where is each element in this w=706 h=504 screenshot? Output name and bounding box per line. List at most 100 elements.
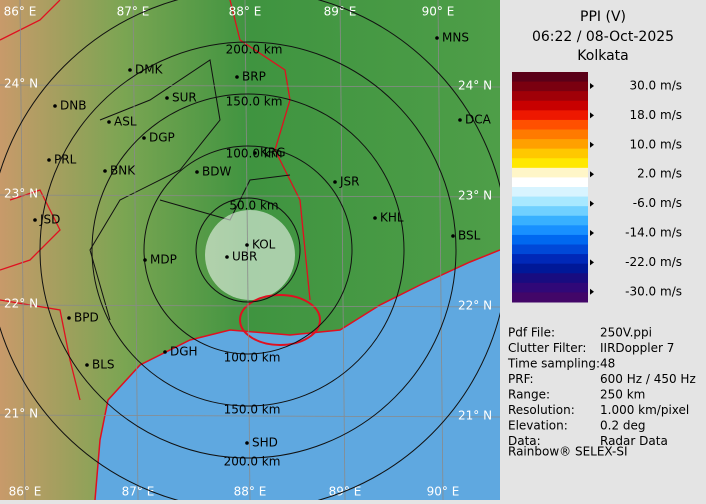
city-dot bbox=[235, 75, 239, 79]
legend-swatch bbox=[512, 215, 588, 226]
info-key: Clutter Filter: bbox=[508, 341, 586, 355]
lat-label: 21° N bbox=[458, 409, 492, 423]
lon-label: 88° E bbox=[229, 5, 262, 19]
city-dot bbox=[253, 151, 257, 155]
meridian bbox=[132, 0, 139, 500]
legend-swatch bbox=[512, 167, 588, 178]
city-label: BNK bbox=[110, 164, 136, 178]
city-dot bbox=[195, 170, 199, 174]
city-dot bbox=[33, 218, 37, 222]
city-dot bbox=[128, 68, 132, 72]
legend-swatch bbox=[512, 254, 588, 265]
info-table: Pdf File: 250V.ppi Clutter Filter: IIRDoppl… bbox=[507, 326, 696, 449]
legend-swatch bbox=[512, 139, 588, 150]
parallel bbox=[0, 304, 500, 308]
city-dot bbox=[67, 316, 71, 320]
lat-label: 21° N bbox=[4, 407, 38, 421]
city-dot bbox=[435, 36, 439, 40]
info-key: Data: bbox=[508, 434, 541, 448]
city-label: BRP bbox=[242, 70, 266, 84]
legend-arrow bbox=[590, 288, 594, 295]
lon-label: 90° E bbox=[427, 485, 460, 499]
city-label: KHL bbox=[380, 211, 404, 225]
legend-swatch bbox=[512, 263, 588, 274]
city-dot bbox=[47, 158, 51, 162]
legend-arrow bbox=[590, 141, 594, 148]
info-key: Elevation: bbox=[508, 419, 568, 433]
city-label: KOL bbox=[252, 238, 276, 252]
city-dot bbox=[107, 120, 111, 124]
city-dot bbox=[451, 234, 455, 238]
city-dot bbox=[103, 169, 107, 173]
legend-label: 10.0 m/s bbox=[629, 137, 682, 151]
range-ring bbox=[91, 93, 405, 407]
legend-label: 30.0 m/s bbox=[629, 79, 682, 93]
info-value: 600 Hz / 450 Hz bbox=[600, 372, 696, 386]
ring-label: 200.0 km bbox=[226, 43, 283, 57]
city-dot bbox=[163, 350, 167, 354]
footer: Rainbow® SELEX-SI bbox=[508, 445, 628, 459]
city-label: ASL bbox=[114, 115, 137, 129]
lon-label: 87° E bbox=[117, 5, 150, 19]
ring-label: 150.0 km bbox=[224, 403, 281, 417]
ring-label: 50.0 km bbox=[229, 199, 278, 213]
range-ring bbox=[143, 145, 353, 355]
city-label: MNS bbox=[442, 31, 469, 45]
city-label: DGP bbox=[149, 131, 175, 145]
map: 86° E86° E87° E87° E88° E88° E89° E89° E… bbox=[0, 0, 500, 500]
legend-swatch bbox=[512, 81, 588, 92]
legend-arrow bbox=[590, 230, 594, 236]
city-dot bbox=[225, 255, 229, 259]
city-dot bbox=[143, 258, 147, 262]
sundarban-outline bbox=[239, 294, 321, 346]
city-label: SHD bbox=[252, 436, 278, 450]
info-value: Radar Data bbox=[600, 434, 668, 448]
lon-label: 88° E bbox=[234, 485, 267, 499]
legend-swatch bbox=[512, 292, 588, 303]
ring-label: 200.0 km bbox=[224, 455, 281, 469]
lat-label: 22° N bbox=[4, 297, 38, 311]
panel-site: Kolkata bbox=[577, 48, 628, 64]
city-dot bbox=[373, 216, 377, 220]
info-value: 0.2 deg bbox=[600, 419, 646, 433]
lat-label: 23° N bbox=[458, 189, 492, 203]
city-label: PRL bbox=[54, 153, 77, 167]
legend-swatch bbox=[512, 187, 588, 198]
range-ring bbox=[195, 197, 301, 303]
lat-label: 24° N bbox=[4, 77, 38, 91]
city-label: BSL bbox=[458, 229, 481, 243]
parallel bbox=[0, 84, 500, 88]
legend-swatch bbox=[512, 177, 588, 188]
legend-swatch bbox=[512, 100, 588, 111]
lon-label: 90° E bbox=[422, 5, 455, 19]
city-dot bbox=[333, 180, 337, 184]
city-label: BLS bbox=[92, 358, 115, 372]
legend-swatch bbox=[512, 148, 588, 159]
legend-label: -6.0 m/s bbox=[633, 196, 682, 210]
info-value: 250 km bbox=[600, 388, 645, 402]
legend-swatch bbox=[512, 119, 588, 130]
legend-swatch bbox=[512, 282, 588, 293]
legend-label: -30.0 m/s bbox=[625, 284, 682, 298]
sea bbox=[95, 250, 500, 500]
legend-swatch bbox=[512, 72, 588, 83]
legend-swatch bbox=[512, 225, 588, 236]
coastline bbox=[94, 249, 500, 500]
lon-label: 86° E bbox=[4, 5, 37, 19]
city-label: DGH bbox=[170, 345, 198, 359]
legend-arrow bbox=[590, 83, 594, 89]
ring-label: 100.0 km bbox=[224, 351, 281, 365]
city-label: JSR bbox=[339, 175, 360, 189]
legend-arrow bbox=[590, 200, 594, 207]
info-key: Range: bbox=[508, 388, 550, 402]
legend-swatch bbox=[512, 196, 588, 207]
legend-swatch bbox=[512, 91, 588, 102]
info-value: 48 bbox=[600, 357, 615, 371]
city-label: DCA bbox=[465, 113, 492, 127]
info-value: 250V.ppi bbox=[600, 326, 652, 340]
legend-label: 2.0 m/s bbox=[637, 167, 682, 181]
lat-label: 24° N bbox=[458, 79, 492, 93]
range-ring bbox=[39, 41, 457, 459]
legend-arrow bbox=[590, 259, 594, 266]
